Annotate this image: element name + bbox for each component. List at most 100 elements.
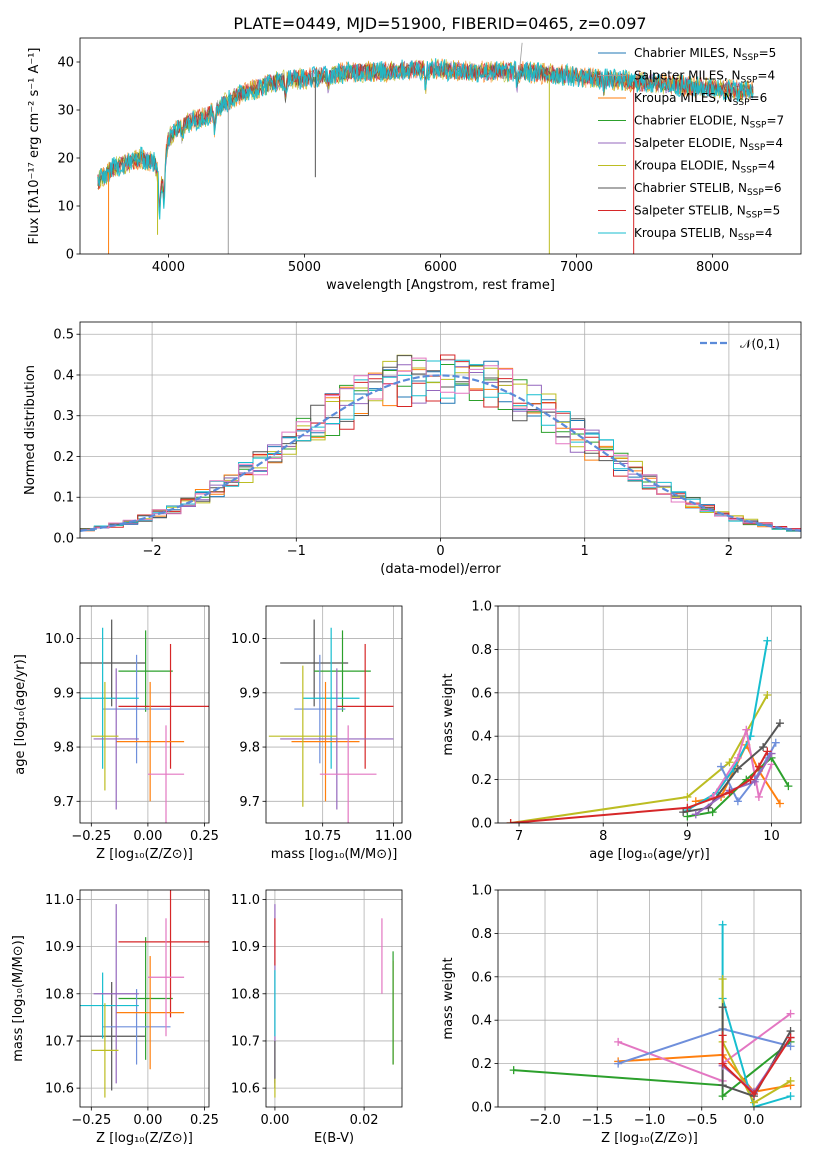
normal-curve [80, 374, 801, 532]
legend-entry: Kroupa ELODIE, NSSP=4 [634, 159, 775, 176]
x-tick-label: 5000 [288, 260, 321, 275]
legend-entry: Chabrier MILES, NSSP=5 [634, 46, 776, 63]
axes-frame [79, 37, 802, 255]
plot-area [97, 42, 754, 254]
x-axis-label: Z [log₁₀(Z/Z⊙)] [96, 1131, 193, 1146]
weight-marker [767, 749, 776, 758]
y-tick-label: 0.6 [471, 686, 492, 701]
y-tick-label: 11.0 [45, 893, 74, 908]
x-tick-label: 10.75 [304, 829, 341, 844]
axes-frame [79, 605, 210, 824]
weight-marker [683, 792, 692, 801]
plot-area [268, 619, 394, 823]
spectrum-spike [519, 42, 523, 72]
y-axis-label: mass weight [441, 673, 456, 755]
y-tick-label: 0.5 [53, 328, 74, 343]
weight-marker [754, 762, 763, 771]
weight-series-7 [695, 753, 773, 816]
y-tick-label: 10.0 [231, 632, 260, 647]
weight-marker [506, 819, 515, 823]
y-tick-label: 9.8 [239, 741, 260, 756]
x-axis-label: Z [log₁₀(Z/Z⊙)] [96, 847, 193, 862]
weight-marker [786, 1042, 795, 1051]
weight-series-3 [617, 1027, 791, 1065]
grid [498, 889, 801, 1108]
x-tick-label: −0.25 [71, 1113, 111, 1128]
weight-marker [759, 743, 768, 752]
weight-marker [786, 1092, 795, 1101]
panel-mass_vs_ebv: 0.00 0.02 10.6 10.7 10.8 10.9 11.0 E(B-V) [231, 889, 403, 1146]
weight-marker [754, 792, 763, 801]
plot-area [80, 354, 801, 532]
weight-marker [742, 725, 751, 734]
weight-marker [683, 812, 692, 821]
y-tick-label: 0.0 [471, 817, 492, 832]
x-axis-label: age [log₁₀(age/yr)] [589, 847, 710, 862]
y-tick-label: 10.8 [45, 987, 74, 1002]
weight-marker [763, 636, 772, 645]
x-tick-label: 7000 [560, 260, 593, 275]
legend-entry: 𝒩(0,1) [740, 337, 780, 351]
x-axis-label: wavelength [Angstrom, rest frame] [326, 278, 555, 293]
panel-weight_vs_z: −2.0 −1.5 −1.0 −0.5 0.0 0.0 0.2 0.4 0.6 0.8 1.0 Z [… [441, 884, 802, 1146]
axes-frame [265, 889, 403, 1108]
weight-marker [733, 797, 742, 806]
legend-entry: Salpeter MILES, NSSP=4 [634, 69, 775, 86]
x-axis-label: E(B-V) [314, 1131, 354, 1146]
legend-entry: Chabrier STELIB, NSSP=6 [634, 181, 782, 198]
y-tick-label: 10.9 [45, 940, 74, 955]
x-tick-label: 9 [683, 829, 691, 844]
y-tick-label: 0.4 [471, 730, 492, 745]
weight-marker [614, 1037, 623, 1046]
weight-series-8 [510, 750, 769, 823]
x-axis-label: Z [log₁₀(Z/Z⊙)] [601, 1131, 698, 1146]
panel-age_vs_mass: 10.75 11.00 9.7 9.8 9.9 10.0 mass [log₁₀(M/M⊙)… [231, 605, 412, 862]
panel-age_vs_z: −0.25 0.00 0.25 9.7 9.8 9.9 10.0 Z [log₁₀(Z/Z⊙)… [13, 605, 219, 862]
weight-marker [786, 1076, 795, 1085]
weight-marker [708, 808, 717, 817]
x-tick-label: 6000 [424, 260, 457, 275]
y-axis-label: Flux [fλ10⁻¹⁷ erg cm⁻² s⁻¹ A⁻¹] [27, 48, 42, 245]
weight-series-8 [721, 1035, 792, 1096]
weight-marker [718, 1031, 727, 1040]
x-tick-label: 0.00 [260, 1113, 289, 1128]
x-axis-label: mass [log₁₀(M/M⊙)] [271, 847, 398, 862]
weight-marker [749, 1089, 758, 1098]
weight-series-0 [513, 1041, 792, 1099]
x-tick-label: 0.00 [133, 829, 162, 844]
figure-title: PLATE=0449, MJD=51900, FIBERID=0465, z=0… [233, 14, 646, 33]
y-axis-label: Normed distribution [23, 365, 38, 495]
plot-area [509, 920, 795, 1107]
histogram-8 [80, 357, 801, 531]
y-axis-label: mass [log₁₀(M/M⊙)] [11, 935, 26, 1062]
weight-marker [718, 920, 727, 929]
x-tick-label: 4000 [152, 260, 185, 275]
x-tick-label: 7 [515, 829, 523, 844]
y-tick-label: 9.9 [239, 686, 260, 701]
panel-residuals: −2 −1 0 1 2 0.0 0.1 0.2 0.3 0.4 0.5 (data-model)/er… [23, 321, 802, 577]
spectrum-line-8 [97, 58, 754, 220]
y-tick-label: 10.8 [231, 987, 260, 1002]
weight-marker [718, 1003, 727, 1012]
x-tick-label: −0.5 [686, 1113, 718, 1128]
weight-marker [775, 719, 784, 728]
y-tick-label: 10 [57, 200, 74, 215]
x-tick-label: 11.00 [375, 829, 412, 844]
plot-area [274, 904, 394, 1098]
y-tick-label: 10.6 [45, 1082, 74, 1097]
y-tick-label: 0.3 [53, 409, 74, 424]
axes-frame [265, 605, 403, 824]
panel-weight_vs_age: 7 8 9 10 0.0 0.2 0.4 0.6 0.8 1.0 age [log₁₀(age/yr… [441, 600, 802, 862]
axes-frame [497, 605, 802, 824]
y-tick-label: 0.2 [471, 773, 492, 788]
axes-frame [79, 321, 802, 539]
x-tick-label: 2 [725, 544, 733, 559]
weight-series-4 [721, 924, 791, 1107]
x-axis-label: (data-model)/error [380, 562, 501, 577]
y-tick-label: 0.8 [471, 643, 492, 658]
weight-marker [750, 777, 759, 786]
weight-marker [691, 810, 700, 819]
weight-marker [725, 788, 734, 797]
weight-marker [733, 764, 742, 773]
weight-marker [718, 1059, 727, 1068]
